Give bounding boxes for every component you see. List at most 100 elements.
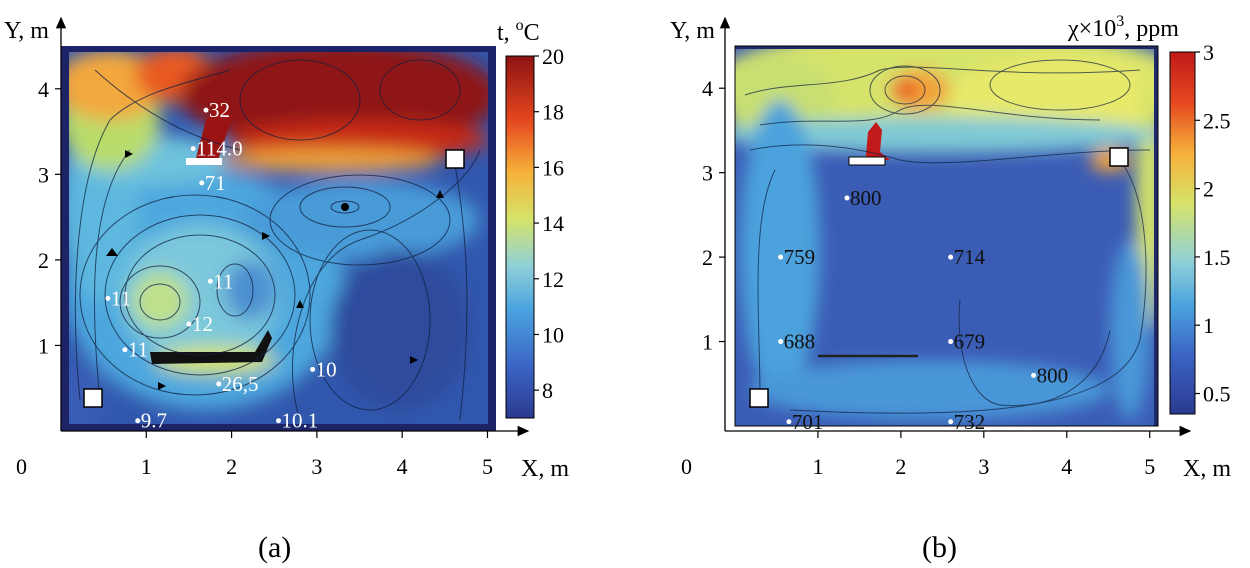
x-tick-label: 3	[978, 454, 989, 479]
probe-point	[1031, 372, 1037, 378]
caption-a: (a)	[258, 531, 291, 564]
x-axis-label-b: X, m	[1183, 456, 1231, 482]
probe-point	[135, 418, 141, 424]
x-tick-label: 1	[141, 454, 152, 479]
axes-b	[719, 16, 1192, 437]
probe-value-label: 114.0	[196, 137, 242, 161]
probe-value-label: 714	[954, 245, 986, 269]
colorbar-tick-label: 20	[542, 44, 564, 69]
colorbar-tick-label: 12	[542, 267, 564, 292]
probe-point	[105, 295, 111, 301]
probe-point	[207, 278, 213, 284]
probe-value-label: 11	[213, 269, 233, 293]
probe-point	[786, 419, 792, 425]
probe-point	[122, 347, 128, 353]
probe-point	[199, 180, 205, 186]
probe-point	[778, 339, 784, 345]
probe-point	[844, 195, 850, 201]
probe-value-label: 12	[192, 312, 213, 336]
y-axis-label-a: Y, m	[4, 18, 49, 44]
x-tick-label: 4	[1061, 454, 1072, 479]
colorbar-tick-label: 8	[542, 378, 553, 403]
colorbar-tick-label: 14	[542, 211, 564, 236]
probe-value-label: 26,5	[222, 372, 259, 396]
tick-labels-b: 1 2 3 4 5 1 2 3 4	[702, 76, 1155, 479]
colorbar-tick-label: 16	[542, 155, 564, 180]
x-axis-label-a: X, m	[521, 456, 569, 482]
axes-a	[55, 16, 530, 437]
y-tick-label: 2	[702, 245, 713, 270]
colorbar-tick-label: 1.5	[1203, 245, 1231, 270]
y-tick-label: 4	[702, 76, 713, 101]
y-tick-label: 3	[702, 161, 713, 186]
probe-value-label: 732	[954, 410, 986, 434]
probe-value-label: 679	[954, 330, 986, 354]
probe-point	[948, 419, 954, 425]
probe-point	[948, 339, 954, 345]
colorbar-tick-label: 2.5	[1203, 108, 1231, 133]
origin-label-a: 0	[16, 454, 27, 479]
point-labels-b: 800 759 714 688 679 800 701 732	[778, 186, 1068, 434]
colorbar-a: 8 10 12 14 16 18 20 t, oC	[497, 17, 564, 419]
outlet-marker-b	[749, 388, 769, 408]
probe-value-label: 800	[1037, 363, 1069, 387]
caption-b: (b)	[922, 531, 957, 564]
y-tick-label: 2	[38, 248, 49, 273]
probe-value-label: 800	[850, 186, 882, 210]
colorbar-tick-label: 2	[1203, 177, 1214, 202]
origin-label-b: 0	[681, 454, 692, 479]
probe-point	[778, 254, 784, 260]
probe-point	[190, 146, 196, 152]
probe-value-label: 10.1	[282, 409, 319, 433]
probe-point	[276, 418, 281, 424]
probe-point	[948, 254, 954, 260]
x-tick-label: 3	[311, 454, 322, 479]
source-nozzle	[848, 156, 886, 166]
inlet-marker-b	[1109, 147, 1129, 167]
y-tick-label: 1	[38, 333, 49, 358]
probe-point	[186, 321, 192, 327]
colorbar-tick-label: 18	[542, 100, 564, 125]
x-tick-label: 1	[812, 454, 823, 479]
x-tick-label: 5	[482, 454, 493, 479]
probe-value-label: 701	[792, 410, 824, 434]
outlet-marker	[83, 388, 103, 408]
colorbar-tick-label: 3	[1203, 40, 1214, 65]
tick-marks-b	[719, 87, 1151, 438]
y-axis-label-b: Y, m	[670, 18, 715, 44]
colorbar-title-a: t, oC	[497, 17, 540, 46]
y-tick-label: 3	[38, 162, 49, 187]
probe-point	[203, 107, 209, 113]
jet-nozzle	[186, 158, 222, 165]
colorbar-tick-label: 10	[542, 322, 564, 347]
colorbar-tick-label: 0.5	[1203, 382, 1231, 407]
x-tick-label: 2	[226, 454, 237, 479]
probe-point	[310, 366, 316, 372]
concentration-field	[735, 46, 1158, 426]
colorbar-title-b: χ×103, ppm	[1067, 13, 1179, 42]
probe-value-label: 688	[784, 330, 816, 354]
colorbar-tick-label: 1	[1203, 313, 1214, 338]
probe-value-label: 11	[111, 286, 131, 310]
inlet-marker	[445, 149, 465, 169]
probe-value-label: 32	[209, 98, 230, 122]
probe-point	[216, 381, 222, 387]
probe-value-label: 71	[205, 171, 226, 195]
probe-value-label: 10	[316, 357, 337, 381]
x-tick-label: 2	[895, 454, 906, 479]
temperature-field	[61, 46, 496, 431]
tick-marks-a	[55, 88, 489, 438]
x-tick-label: 5	[1144, 454, 1155, 479]
x-tick-label: 4	[397, 454, 408, 479]
probe-value-label: 759	[784, 245, 816, 269]
probe-value-label: 9.7	[141, 409, 167, 433]
y-tick-label: 4	[38, 77, 49, 102]
y-tick-label: 1	[702, 330, 713, 355]
probe-value-label: 11	[128, 338, 148, 362]
colorbar-b: 0.5 1 1.5 2 2.5 3 χ×103, ppm	[1067, 13, 1231, 415]
